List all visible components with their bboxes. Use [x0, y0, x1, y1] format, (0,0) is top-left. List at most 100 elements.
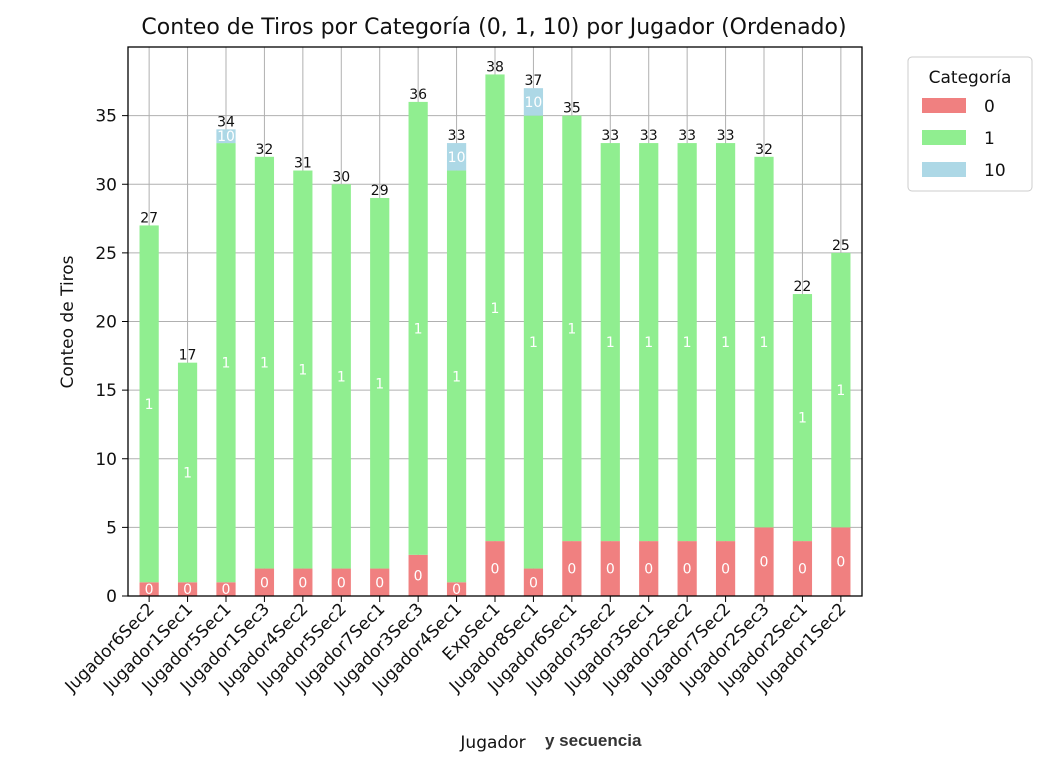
total-label: 32	[755, 142, 773, 158]
segment-label: 1	[836, 383, 845, 399]
bar-segment	[216, 582, 236, 596]
segment-label: 10	[448, 150, 466, 166]
segment-label: 0	[836, 555, 845, 571]
bar-segment	[754, 527, 774, 596]
bar-segment	[485, 74, 505, 542]
segment-label: 1	[491, 301, 500, 317]
bar-segment	[446, 170, 467, 583]
bar-segment	[831, 527, 851, 596]
legend-entry: 10	[984, 161, 1006, 181]
segment-label: 1	[760, 335, 769, 351]
bar-segment	[370, 197, 390, 569]
segment-label: 10	[217, 129, 235, 145]
bar-segment	[370, 568, 390, 596]
bar-segment	[562, 541, 582, 596]
total-label: 37	[525, 73, 543, 89]
bar-segment	[446, 143, 467, 171]
bar-segment	[331, 568, 351, 596]
bar-segment	[523, 568, 544, 596]
total-label: 36	[409, 87, 427, 103]
bar-segment	[639, 541, 659, 596]
bar-segment	[139, 582, 159, 596]
bar-segment	[792, 541, 813, 596]
total-label: 31	[294, 156, 312, 172]
x-axis-ticks: Jugador6Sec2Jugador1Sec1Jugador5Sec1Juga…	[61, 596, 850, 697]
x-axis-label-suffix: y secuencia	[545, 731, 642, 750]
segment-label: 0	[337, 575, 346, 591]
segment-label: 0	[375, 575, 384, 591]
legend-entry: 0	[984, 97, 995, 117]
segment-label: 0	[183, 582, 192, 598]
legend-swatch	[922, 98, 966, 113]
segment-label: 0	[145, 582, 154, 598]
total-label: 33	[448, 128, 466, 144]
total-label: 32	[256, 142, 274, 158]
segment-label: 0	[414, 568, 423, 584]
bar-segment	[677, 541, 697, 596]
bar-segment	[254, 156, 275, 569]
segment-label: 1	[721, 335, 730, 351]
segment-label: 0	[529, 575, 538, 591]
y-axis-label: Conteo de Tiros	[58, 255, 78, 388]
legend-swatch	[922, 162, 966, 177]
bar-segment	[293, 568, 313, 596]
total-label: 33	[601, 128, 619, 144]
chart-title: Conteo de Tiros por Categoría (0, 1, 10)…	[141, 15, 846, 40]
segment-label: 1	[414, 321, 423, 337]
y-tick-label: 5	[106, 518, 117, 538]
legend-entry: 1	[984, 129, 995, 149]
bar-segment	[792, 294, 813, 542]
total-label: 33	[640, 128, 658, 144]
bar-segment	[831, 252, 851, 528]
bar-segment	[715, 541, 736, 596]
segment-label: 0	[798, 562, 807, 578]
x-axis-label: Jugador	[459, 733, 525, 753]
legend: Categoría 0 1 10	[907, 56, 1033, 192]
segment-label: 1	[567, 321, 576, 337]
legend-swatch	[922, 130, 966, 145]
segment-label: 0	[683, 562, 692, 578]
total-label: 30	[332, 169, 350, 185]
total-label: 25	[832, 238, 850, 254]
segment-label: 1	[644, 335, 653, 351]
segment-label: 10	[525, 95, 543, 111]
total-label: 27	[140, 210, 158, 226]
segment-label: 0	[606, 562, 615, 578]
bar-segment	[293, 170, 313, 569]
total-label: 33	[717, 128, 735, 144]
y-tick-label: 10	[95, 450, 117, 470]
segment-label: 0	[298, 575, 307, 591]
segment-label: 0	[260, 575, 269, 591]
y-axis-ticks: 0 5 10 15 20 25 30 35	[95, 107, 128, 607]
segment-label: 1	[260, 356, 269, 372]
y-tick-label: 35	[95, 107, 117, 127]
segment-label: 0	[567, 562, 576, 578]
bar-segment	[177, 362, 198, 583]
segment-label: 1	[222, 356, 231, 372]
segment-label: 0	[491, 562, 500, 578]
segment-label: 1	[529, 335, 538, 351]
bar-segment	[408, 554, 428, 596]
bar-segment	[254, 568, 275, 596]
legend-title: Categoría	[929, 68, 1012, 88]
total-label: 35	[563, 101, 581, 117]
y-tick-label: 20	[95, 313, 117, 333]
segment-label: 1	[452, 369, 461, 385]
bar-segment	[139, 225, 159, 583]
segment-label: 1	[683, 335, 692, 351]
bar-segment	[523, 115, 544, 569]
y-tick-label: 15	[95, 381, 117, 401]
bar-segment	[408, 101, 428, 555]
segment-label: 1	[145, 397, 154, 413]
legend-frame	[907, 56, 1033, 192]
segment-label: 0	[760, 555, 769, 571]
segment-label: 0	[721, 562, 730, 578]
bar-segment	[600, 541, 620, 596]
bar-segment	[523, 88, 544, 116]
segment-label: 1	[798, 411, 807, 427]
total-label: 17	[179, 348, 197, 364]
bar-segment	[485, 541, 505, 596]
bar-segment	[754, 156, 774, 528]
bar-segment	[216, 129, 236, 144]
